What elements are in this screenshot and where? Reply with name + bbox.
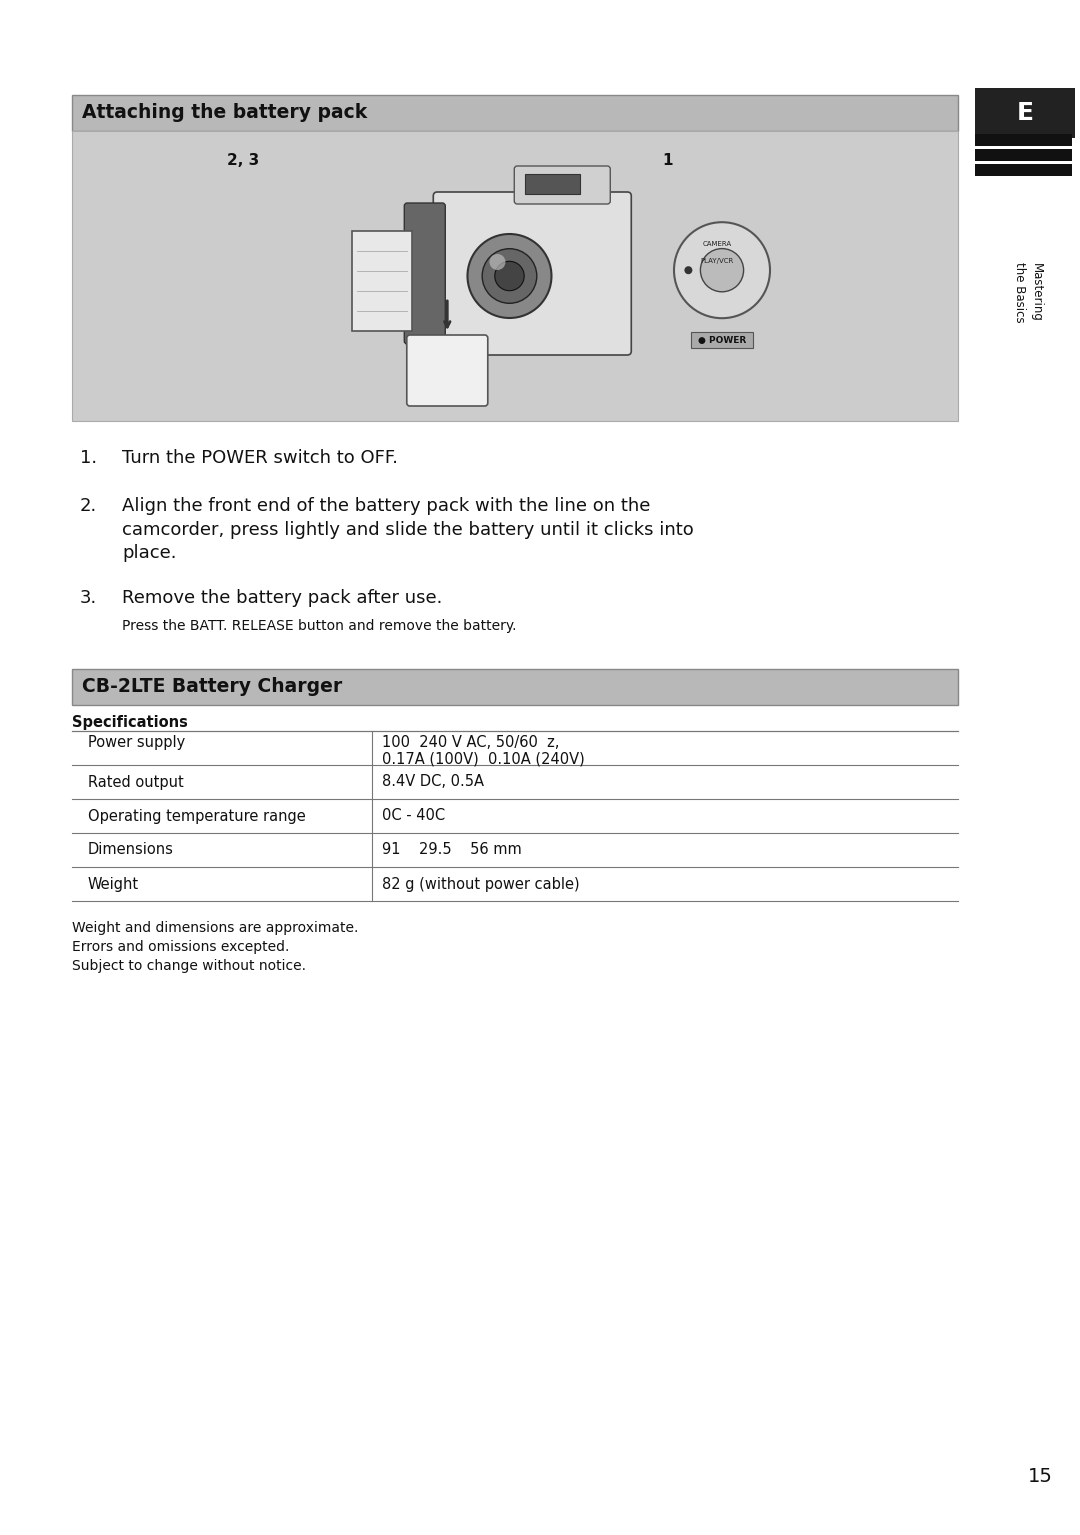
Text: Errors and omissions excepted.: Errors and omissions excepted. [72,939,289,953]
Circle shape [489,253,505,270]
Circle shape [701,249,744,292]
Text: Weight: Weight [87,876,139,892]
Text: Power supply: Power supply [87,735,186,751]
FancyBboxPatch shape [975,87,1075,138]
Text: Operating temperature range: Operating temperature range [87,809,306,823]
Text: Subject to change without notice.: Subject to change without notice. [72,959,306,973]
FancyBboxPatch shape [975,149,1072,161]
Text: Specifications: Specifications [72,715,188,731]
FancyBboxPatch shape [433,192,632,355]
Text: Align the front end of the battery pack with the line on the
camcorder, press li: Align the front end of the battery pack … [122,497,693,562]
Circle shape [495,261,524,290]
Text: 1: 1 [662,154,673,167]
Text: 91    29.5    56 mm: 91 29.5 56 mm [382,843,522,858]
Text: 15: 15 [1027,1467,1052,1486]
Text: Turn the POWER switch to OFF.: Turn the POWER switch to OFF. [122,450,399,467]
Circle shape [674,223,770,318]
FancyBboxPatch shape [72,669,958,705]
Text: 0.17A (100V)  0.10A (240V): 0.17A (100V) 0.10A (240V) [382,751,584,766]
FancyBboxPatch shape [525,173,580,193]
Text: 8.4V DC, 0.5A: 8.4V DC, 0.5A [382,775,484,789]
FancyBboxPatch shape [72,130,958,421]
Text: 3.: 3. [80,589,97,606]
FancyBboxPatch shape [352,230,413,332]
Text: Mastering
the Basics: Mastering the Basics [1013,262,1042,322]
Text: E: E [1016,101,1034,124]
Text: 1.: 1. [80,450,97,467]
Text: PLAY/VCR: PLAY/VCR [700,258,733,264]
Text: Weight and dimensions are approximate.: Weight and dimensions are approximate. [72,921,359,935]
Text: 0C - 40C: 0C - 40C [382,809,445,823]
Text: CAMERA: CAMERA [702,241,731,247]
Text: Remove the battery pack after use.: Remove the battery pack after use. [122,589,443,606]
FancyBboxPatch shape [975,164,1072,177]
Text: 100  240 V AC, 50/60  z,: 100 240 V AC, 50/60 z, [382,735,559,751]
Text: 2, 3: 2, 3 [227,154,259,167]
Text: ● POWER: ● POWER [698,336,746,345]
Text: Dimensions: Dimensions [87,843,174,858]
Text: CB-2LTE Battery Charger: CB-2LTE Battery Charger [82,677,342,697]
FancyBboxPatch shape [975,134,1072,146]
FancyBboxPatch shape [407,335,488,405]
Text: 2.: 2. [80,497,97,516]
FancyBboxPatch shape [514,166,610,204]
Text: Press the BATT. RELEASE button and remove the battery.: Press the BATT. RELEASE button and remov… [122,619,516,632]
Text: Rated output: Rated output [87,775,184,789]
Text: Attaching the battery pack: Attaching the battery pack [82,103,367,123]
Circle shape [685,266,692,275]
Text: 82 g (without power cable): 82 g (without power cable) [382,876,580,892]
FancyBboxPatch shape [691,332,753,348]
Circle shape [482,249,537,304]
FancyBboxPatch shape [72,95,958,130]
Circle shape [468,233,552,318]
FancyBboxPatch shape [404,203,445,344]
